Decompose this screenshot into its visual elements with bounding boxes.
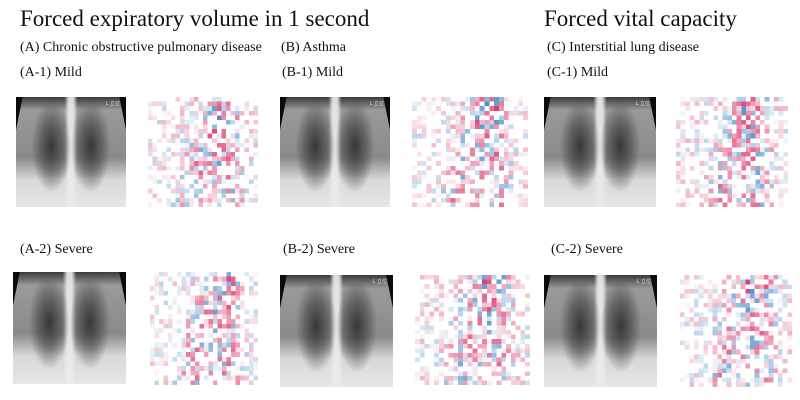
xray-marker: L 立位 bbox=[372, 279, 387, 285]
xray-marker: L 立位 bbox=[635, 101, 650, 107]
label-a2-severe: (A-2) Severe bbox=[20, 242, 93, 257]
label-a1-mild: (A-1) Mild bbox=[20, 65, 82, 80]
xray-image bbox=[280, 275, 393, 387]
xray-marker: L 立位 bbox=[105, 101, 120, 107]
label-c1-mild: (C-1) Mild bbox=[547, 65, 609, 80]
heatmap-b1-mild bbox=[412, 97, 528, 207]
xray-image bbox=[16, 97, 126, 207]
label-b1-mild: (B-1) Mild bbox=[282, 65, 344, 80]
xray-image bbox=[544, 275, 657, 387]
heatmap-b2-severe bbox=[415, 275, 530, 385]
xray-image bbox=[13, 272, 126, 384]
xray-image bbox=[544, 97, 656, 207]
xray-a1-mild: L 立位 bbox=[16, 97, 126, 207]
heatmap-a1-mild bbox=[148, 97, 258, 207]
xray-a2-severe bbox=[13, 272, 126, 384]
label-b2-severe: (B-2) Severe bbox=[283, 242, 355, 257]
xray-marker: L 立位 bbox=[369, 101, 384, 107]
heatmap-a2-severe bbox=[150, 272, 258, 385]
group-label-asthma: (B) Asthma bbox=[281, 40, 346, 55]
xray-c1-mild: L 立位 bbox=[544, 97, 656, 207]
xray-image bbox=[280, 97, 390, 207]
heatmap-c2-severe bbox=[680, 275, 792, 387]
heatmap-c1-mild bbox=[676, 97, 788, 207]
xray-b2-severe: L 立位 bbox=[280, 275, 393, 387]
header-fvc: Forced vital capacity bbox=[544, 6, 737, 31]
xray-marker: L 立位 bbox=[636, 279, 651, 285]
xray-b1-mild: L 立位 bbox=[280, 97, 390, 207]
group-label-copd: (A) Chronic obstructive pulmonary diseas… bbox=[20, 40, 262, 55]
group-label-ild: (C) Interstitial lung disease bbox=[547, 40, 700, 55]
xray-c2-severe: L 立位 bbox=[544, 275, 657, 387]
label-c2-severe: (C-2) Severe bbox=[551, 242, 623, 257]
header-fev1: Forced expiratory volume in 1 second bbox=[20, 6, 370, 31]
